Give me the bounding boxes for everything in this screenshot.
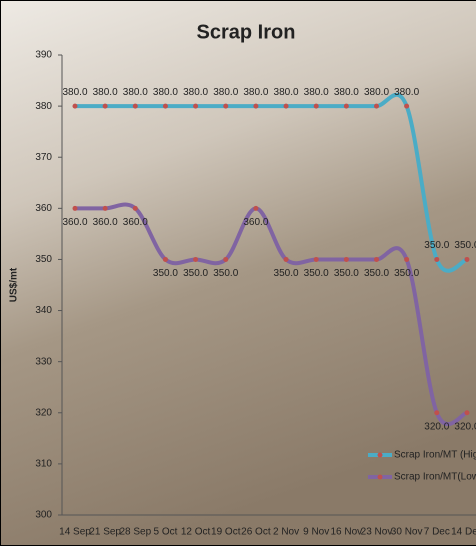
x-tick-label: 12 Oct — [181, 527, 211, 538]
data-label: 360.0 — [243, 217, 268, 228]
data-point — [72, 205, 78, 211]
y-tick-label: 330 — [35, 356, 52, 367]
series-line — [75, 92, 468, 273]
x-tick-label: 23 Nov — [361, 527, 393, 538]
data-point — [464, 410, 470, 416]
data-label: 380.0 — [93, 87, 118, 98]
data-point — [162, 103, 168, 109]
x-tick-label: 2 Nov — [273, 527, 299, 538]
data-label: 380.0 — [304, 87, 329, 98]
x-tick-label: 21 Sep — [89, 527, 121, 538]
x-tick-label: 9 Nov — [303, 527, 329, 538]
data-label: 360.0 — [62, 217, 87, 228]
data-label: 380.0 — [274, 87, 299, 98]
data-label: 360.0 — [93, 217, 118, 228]
data-label: 380.0 — [153, 87, 178, 98]
y-tick-label: 370 — [35, 152, 52, 163]
data-label: 380.0 — [183, 87, 208, 98]
chart-title: Scrap Iron — [197, 21, 296, 43]
legend-marker — [377, 474, 383, 480]
data-label: 380.0 — [62, 87, 87, 98]
data-label: 350.0 — [454, 240, 476, 251]
data-point — [374, 256, 379, 262]
y-tick-label: 350 — [35, 254, 52, 265]
x-tick-label: 16 Nov — [331, 527, 363, 538]
y-tick-label: 310 — [35, 459, 52, 470]
data-label: 380.0 — [123, 87, 148, 98]
data-point — [102, 205, 108, 211]
x-tick-label: 14 Sep — [59, 527, 91, 538]
data-point — [313, 103, 319, 109]
data-point — [102, 103, 108, 109]
data-point — [434, 410, 440, 416]
data-point — [343, 103, 349, 109]
y-tick-label: 340 — [35, 305, 52, 316]
data-point — [253, 205, 259, 211]
data-label: 350.0 — [364, 268, 389, 279]
data-point — [404, 103, 410, 109]
data-label: 380.0 — [334, 87, 359, 98]
y-tick-label: 380 — [35, 101, 52, 112]
data-label: 320.0 — [424, 421, 449, 432]
data-label: 350.0 — [213, 268, 238, 279]
data-label: 350.0 — [274, 268, 299, 279]
data-label: 350.0 — [153, 268, 178, 279]
data-label: 350.0 — [183, 268, 208, 279]
data-point — [313, 256, 319, 262]
data-point — [72, 103, 78, 109]
data-label: 320.0 — [454, 421, 476, 432]
data-label: 350.0 — [424, 240, 449, 251]
data-label: 380.0 — [394, 87, 419, 98]
y-axis-label: US$/mt — [9, 267, 20, 302]
legend-marker — [377, 452, 383, 458]
x-tick-label: 7 Dec — [424, 527, 450, 538]
x-tick-label: 19 Oct — [211, 527, 241, 538]
x-tick-label: 28 Sep — [119, 527, 151, 538]
y-tick-label: 360 — [35, 203, 52, 214]
data-label: 380.0 — [243, 87, 268, 98]
data-label: 360.0 — [123, 217, 148, 228]
legend-label: Scrap Iron/MT (High) — [394, 450, 476, 461]
data-label: 350.0 — [334, 268, 359, 279]
data-label: 380.0 — [364, 87, 389, 98]
data-label: 350.0 — [304, 268, 329, 279]
x-tick-label: 30 Nov — [391, 527, 423, 538]
y-tick-label: 320 — [35, 407, 52, 418]
x-tick-label: 26 Oct — [241, 527, 271, 538]
y-tick-label: 390 — [35, 50, 52, 61]
y-tick-label: 300 — [35, 510, 52, 521]
data-point — [223, 256, 229, 262]
data-point — [193, 256, 199, 262]
data-point — [162, 256, 168, 262]
legend-label: Scrap Iron/MT(Low) — [394, 472, 476, 483]
data-point — [253, 103, 259, 109]
data-point — [132, 205, 138, 211]
data-point — [223, 103, 229, 109]
data-point — [434, 256, 440, 262]
data-point — [193, 103, 199, 109]
data-label: 380.0 — [213, 87, 238, 98]
data-label: 350.0 — [394, 268, 419, 279]
series-line — [75, 202, 468, 426]
data-point — [374, 103, 379, 109]
data-point — [283, 256, 289, 262]
data-point — [283, 103, 289, 109]
data-point — [343, 256, 349, 262]
x-tick-label: 5 Oct — [153, 527, 177, 538]
data-point — [132, 103, 138, 109]
data-point — [404, 256, 410, 262]
x-tick-label: 14 Dec — [451, 527, 476, 538]
data-point — [464, 256, 470, 262]
